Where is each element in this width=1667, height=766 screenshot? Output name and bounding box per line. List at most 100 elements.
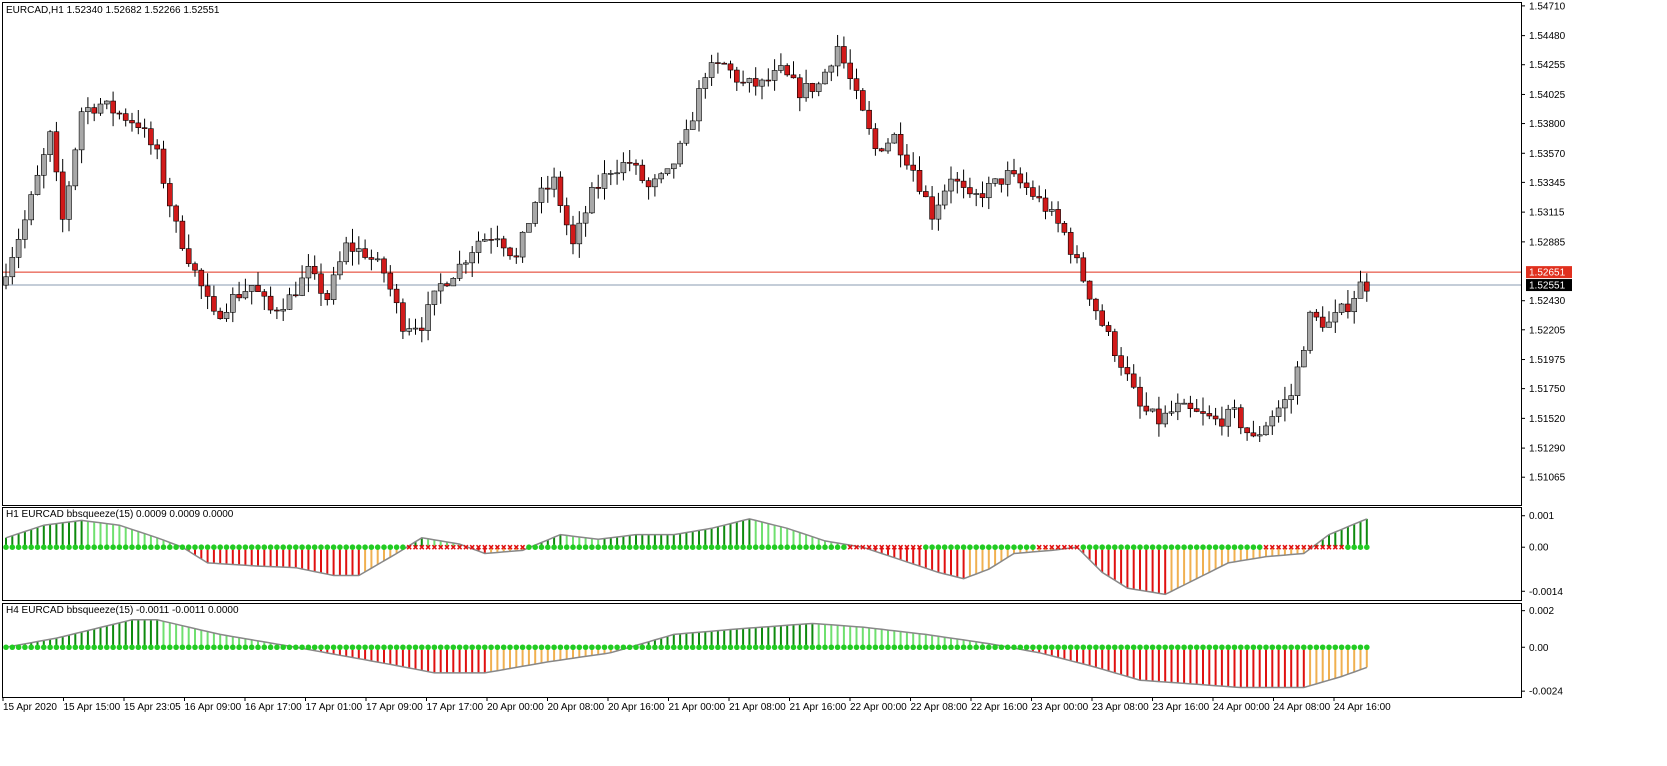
candle-body xyxy=(1319,316,1326,328)
squeeze-off-marker xyxy=(173,644,179,651)
candle-54 xyxy=(343,236,350,265)
candle-174 xyxy=(1099,304,1105,327)
candle-body xyxy=(255,285,261,292)
squeeze-off-marker xyxy=(1124,644,1131,651)
squeeze-on-marker xyxy=(501,544,507,550)
candle-6 xyxy=(40,147,47,189)
candle-body xyxy=(809,83,816,92)
squeeze-off-marker xyxy=(986,644,992,651)
candle-body xyxy=(790,74,797,79)
squeeze-off-marker xyxy=(973,544,979,551)
candle-102 xyxy=(645,177,652,200)
squeeze-off-marker xyxy=(1067,644,1074,651)
squeeze-off-marker xyxy=(948,544,954,551)
squeeze-off-marker xyxy=(122,544,129,551)
candle-body xyxy=(891,134,898,144)
squeeze-off-marker xyxy=(59,644,66,651)
squeeze-on-marker xyxy=(866,544,872,550)
squeeze-off-marker xyxy=(185,644,192,651)
squeeze-off-marker xyxy=(734,644,740,651)
squeeze-off-marker xyxy=(22,544,28,551)
squeeze-off-marker xyxy=(570,544,576,551)
squeeze-off-marker xyxy=(1238,644,1244,651)
squeeze-off-marker xyxy=(160,644,167,651)
candle-146 xyxy=(922,185,929,198)
candle-body xyxy=(450,278,457,287)
squeeze-off-marker xyxy=(734,544,740,551)
x-tick-label: 21 Apr 08:00 xyxy=(729,702,786,713)
candle-body xyxy=(796,77,803,99)
squeeze-off-marker xyxy=(97,544,104,551)
squeeze-off-marker xyxy=(154,644,160,651)
squeeze-off-marker xyxy=(104,544,110,551)
candle-181 xyxy=(1143,392,1150,416)
candle-16 xyxy=(104,100,110,110)
squeeze-off-marker xyxy=(1313,644,1320,651)
candle-4 xyxy=(28,191,35,226)
candle-body xyxy=(381,258,387,274)
candle-body xyxy=(740,81,746,84)
squeeze-off-marker xyxy=(1244,644,1250,651)
candle-214 xyxy=(1351,290,1357,324)
candle-body xyxy=(614,172,620,175)
candle-82 xyxy=(519,231,526,263)
squeeze-on-marker xyxy=(406,544,412,550)
squeeze-off-marker xyxy=(696,644,702,651)
squeeze-off-marker xyxy=(1357,644,1364,651)
squeeze-off-marker xyxy=(192,544,198,551)
candle-body xyxy=(198,269,205,287)
candle-body xyxy=(248,285,255,292)
candle-body xyxy=(759,79,765,87)
squeeze-off-marker xyxy=(507,644,513,651)
squeeze-on-marker xyxy=(1282,544,1288,550)
candle-44 xyxy=(280,298,287,321)
squeeze-off-marker xyxy=(929,544,935,551)
indicator-title-2: H4 EURCAD bbsqueeze(15) -0.0011 -0.0011 … xyxy=(6,605,239,616)
candle-body xyxy=(1364,281,1370,292)
squeeze-off-marker xyxy=(1130,644,1137,651)
price-label-box-1 xyxy=(1526,266,1572,279)
squeeze-off-marker xyxy=(141,544,148,551)
candle-62 xyxy=(393,283,400,314)
candle-17 xyxy=(110,91,116,127)
candle-body xyxy=(853,78,860,91)
candle-147 xyxy=(929,186,935,230)
candle-129 xyxy=(815,81,822,97)
squeeze-off-marker xyxy=(299,644,305,651)
squeeze-off-marker xyxy=(3,644,9,651)
candle-body xyxy=(576,222,583,245)
squeeze-off-marker xyxy=(406,644,413,651)
squeeze-off-marker xyxy=(1011,644,1017,651)
squeeze-off-marker xyxy=(1326,644,1332,651)
candle-body xyxy=(1332,312,1339,323)
candle-119 xyxy=(752,67,759,96)
candle-140 xyxy=(885,138,891,154)
candle-190 xyxy=(1200,397,1206,426)
squeeze-off-marker xyxy=(519,644,526,651)
candle-167 xyxy=(1055,201,1061,233)
squeeze-off-marker xyxy=(1345,644,1351,651)
squeeze-off-marker xyxy=(582,644,589,651)
squeeze-off-marker xyxy=(305,644,312,651)
candle-body xyxy=(299,277,305,296)
candle-75 xyxy=(475,231,482,264)
candle-body xyxy=(998,178,1005,185)
candle-84 xyxy=(532,201,539,227)
candle-141 xyxy=(891,132,898,144)
candle-body xyxy=(1112,331,1118,357)
candle-body xyxy=(1074,254,1080,259)
squeeze-off-marker xyxy=(551,544,557,551)
squeeze-off-marker xyxy=(34,644,41,651)
squeeze-off-marker xyxy=(998,544,1005,551)
candle-161 xyxy=(1017,167,1024,189)
squeeze-on-marker xyxy=(412,544,419,550)
squeeze-off-marker xyxy=(1175,644,1181,651)
y-tick-label: 1.53345 xyxy=(1529,178,1566,189)
squeeze-off-marker xyxy=(784,644,790,651)
candle-body xyxy=(752,78,759,87)
candle-body xyxy=(91,107,97,114)
squeeze-on-marker xyxy=(1263,544,1269,550)
candle-45 xyxy=(286,287,293,310)
